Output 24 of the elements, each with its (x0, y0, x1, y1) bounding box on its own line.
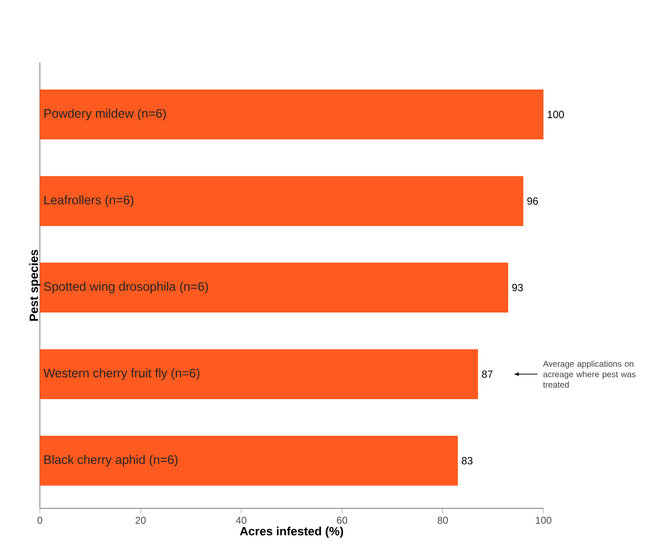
bar (40, 349, 478, 400)
bar (40, 176, 524, 226)
x-tick-label: 0 (38, 516, 42, 524)
y-tick-label: Leafrollers (n=6) (44, 195, 134, 207)
data-label: 87 (482, 370, 493, 378)
x-tick-label: 80 (438, 516, 448, 524)
y-tick-label: Black cherry aphid (n=6) (44, 454, 178, 466)
x-tick-label: 100 (536, 516, 552, 524)
x-tick-label: 40 (236, 516, 246, 524)
bar (40, 262, 508, 312)
data-label: 96 (527, 197, 538, 205)
y-tick-label: Powdery mildew (n=6) (44, 108, 166, 120)
annotation: Average applications on acreage where pest was treated (542, 360, 636, 388)
x-tick-label: 20 (136, 516, 146, 524)
bar (40, 90, 544, 140)
data-label: 100 (548, 110, 564, 118)
x-axis-title: Acres infested (%) (240, 526, 344, 538)
x-tick-label: 60 (337, 516, 348, 524)
data-label: 83 (462, 456, 473, 464)
bar (40, 436, 458, 486)
y-tick-label: Spotted wing drosophila (n=6) (44, 282, 208, 294)
data-label: 93 (512, 284, 523, 292)
y-tick-label: Western cherry fruit fly (n=6) (43, 368, 200, 380)
y-axis-title: Pest species (29, 250, 40, 321)
